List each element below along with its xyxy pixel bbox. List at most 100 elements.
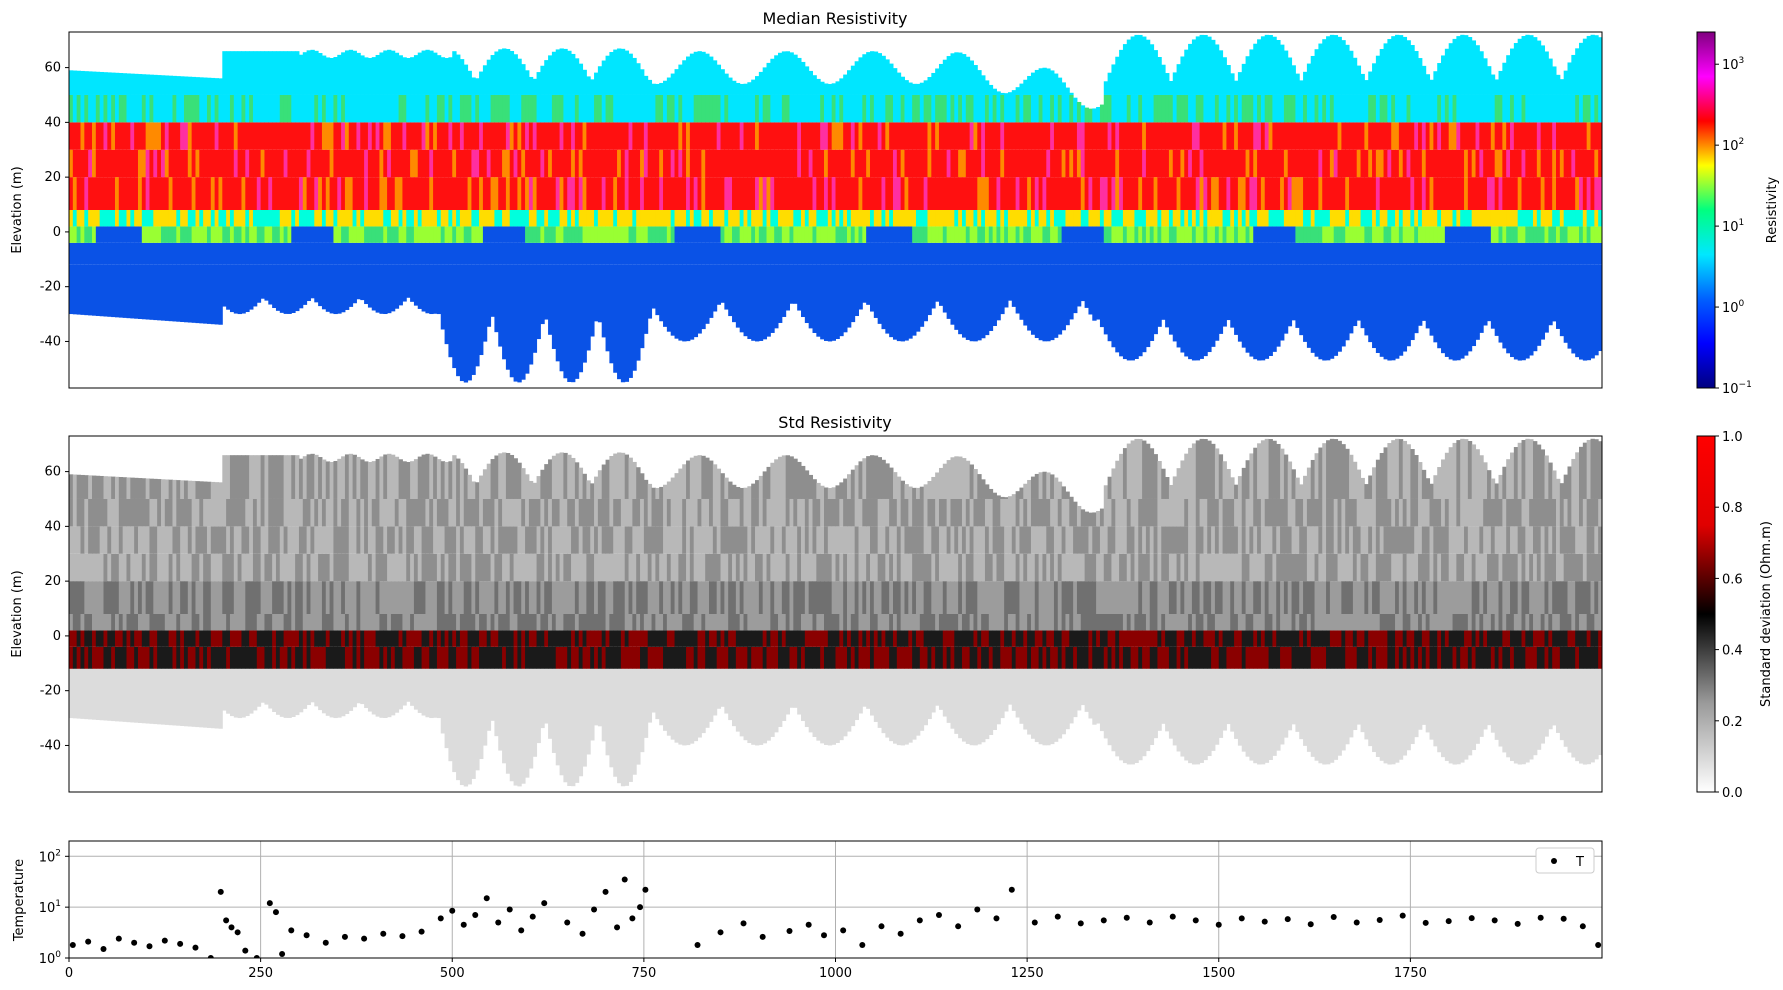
resistivity-cell (1034, 264, 1040, 339)
std-cell (394, 498, 400, 527)
resistivity-cell (1061, 242, 1066, 265)
resistivity-cell (1168, 226, 1174, 243)
std-cell (279, 630, 285, 647)
std-cell (195, 581, 200, 614)
resistivity-cell (214, 264, 219, 325)
resistivity-cell (1268, 264, 1273, 356)
resistivity-cell (789, 177, 794, 210)
std-cell (241, 668, 246, 718)
std-cell (410, 498, 415, 527)
resistivity-cell (1506, 264, 1511, 354)
resistivity-cell (1460, 149, 1465, 178)
resistivity-cell (958, 149, 963, 178)
resistivity-cell (1218, 177, 1224, 210)
resistivity-cell (467, 94, 472, 123)
resistivity-cell (1203, 177, 1208, 210)
resistivity-cell (705, 149, 710, 178)
std-cell (413, 459, 419, 499)
resistivity-cell (697, 210, 702, 227)
resistivity-cell (1253, 210, 1258, 227)
std-cell (433, 630, 438, 647)
resistivity-cell (1019, 210, 1024, 227)
resistivity-cell (1533, 122, 1538, 150)
resistivity-cell (406, 94, 411, 123)
std-cell (111, 646, 116, 669)
resistivity-cell (816, 264, 821, 337)
std-cell (521, 468, 526, 499)
resistivity-cell (1142, 242, 1147, 265)
resistivity-cell (590, 264, 595, 337)
std-cell (122, 581, 127, 614)
resistivity-cell (1464, 177, 1469, 210)
std-cell (95, 630, 101, 647)
resistivity-cell (816, 210, 821, 227)
std-cell (448, 461, 453, 499)
resistivity-cell (1295, 73, 1300, 95)
resistivity-cell (1268, 242, 1273, 265)
resistivity-cell (475, 264, 480, 367)
resistivity-cell (456, 122, 461, 150)
resistivity-cell (134, 177, 139, 210)
std-cell (394, 630, 400, 647)
std-cell (402, 630, 407, 647)
resistivity-cell (651, 94, 656, 123)
std-cell (287, 630, 292, 647)
resistivity-cell (103, 177, 108, 210)
std-cell (375, 498, 380, 527)
resistivity-cell (1184, 264, 1189, 357)
resistivity-cell (1310, 226, 1316, 243)
resistivity-cell (367, 242, 373, 265)
resistivity-cell (1230, 73, 1235, 95)
resistivity-cell (291, 122, 296, 150)
std-cell (344, 614, 350, 631)
resistivity-cell (1590, 177, 1595, 210)
resistivity-cell (827, 226, 833, 243)
resistivity-cell (371, 177, 377, 210)
resistivity-cell (961, 54, 967, 95)
resistivity-cell (203, 242, 208, 265)
resistivity-cell (1004, 94, 1009, 123)
resistivity-cell (808, 149, 814, 178)
resistivity-cell (264, 177, 269, 210)
std-cell (383, 630, 388, 647)
std-cell (624, 553, 630, 582)
resistivity-cell (927, 149, 932, 178)
resistivity-cell (1111, 226, 1116, 243)
resistivity-cell (831, 242, 836, 265)
resistivity-cell (390, 94, 396, 123)
resistivity-cell (701, 149, 706, 178)
resistivity-cell (283, 177, 288, 210)
resistivity-cell (99, 149, 104, 178)
resistivity-cell (1084, 242, 1089, 265)
resistivity-cell (168, 210, 173, 227)
std-cell (325, 498, 331, 527)
resistivity-cell (1264, 149, 1270, 178)
resistivity-cell (99, 94, 104, 123)
resistivity-cell (298, 242, 304, 265)
resistivity-cell (1096, 149, 1101, 178)
resistivity-cell (1130, 36, 1135, 95)
resistivity-cell (88, 210, 93, 227)
resistivity-cell (735, 177, 741, 210)
resistivity-cell (1134, 210, 1139, 227)
std-cell (390, 553, 396, 582)
resistivity-cell (1433, 226, 1438, 243)
resistivity-cell (885, 226, 890, 243)
resistivity-cell (1295, 122, 1300, 150)
resistivity-cell (525, 242, 530, 265)
resistivity-cell (885, 177, 890, 210)
std-cell (582, 614, 587, 631)
resistivity-cell (1590, 122, 1595, 150)
resistivity-cell (448, 149, 453, 178)
resistivity-cell (1556, 122, 1561, 150)
resistivity-cell (76, 149, 81, 178)
resistivity-cell (352, 149, 357, 178)
std-cell (582, 498, 587, 527)
std-cell (88, 614, 93, 631)
resistivity-cell (352, 94, 357, 123)
resistivity-cell (1088, 108, 1093, 123)
resistivity-cell (743, 264, 748, 337)
resistivity-cell (1188, 210, 1193, 227)
resistivity-cell (1299, 210, 1304, 227)
resistivity-cell (203, 149, 208, 178)
